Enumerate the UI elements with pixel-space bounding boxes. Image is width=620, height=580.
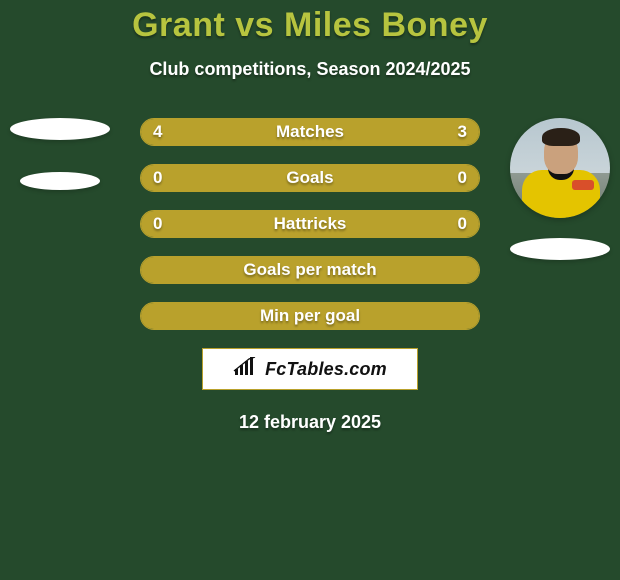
content-area: 4 3 Matches 0 0 Goals 0 0 Hattricks Goals per mat… (0, 118, 620, 433)
player-right-column (500, 118, 620, 260)
stat-value-left: 4 (153, 122, 162, 142)
player-right-avatar (510, 118, 610, 218)
stat-value-right: 0 (458, 168, 467, 188)
stat-row: Goals per match (140, 256, 480, 284)
page-subtitle: Club competitions, Season 2024/2025 (0, 59, 620, 80)
player-left-shadow (20, 172, 100, 190)
footer-date: 12 february 2025 (0, 412, 620, 433)
stat-row: Min per goal (140, 302, 480, 330)
stat-row: 4 3 Matches (140, 118, 480, 146)
player-left-column (0, 118, 120, 190)
stat-label: Min per goal (260, 306, 360, 326)
stat-rows: 4 3 Matches 0 0 Goals 0 0 Hattricks Goals per mat… (140, 118, 480, 330)
player-right-shadow (510, 238, 610, 260)
stat-row: 0 0 Hattricks (140, 210, 480, 238)
stat-fill-right (310, 165, 479, 191)
player-left-avatar-placeholder (10, 118, 110, 140)
brand-box[interactable]: FcTables.com (202, 348, 418, 390)
stat-fill-left (141, 165, 310, 191)
comparison-infographic: Grant vs Miles Boney Club competitions, … (0, 0, 620, 580)
stat-label: Hattricks (274, 214, 347, 234)
stat-label: Goals (286, 168, 333, 188)
stat-value-left: 0 (153, 214, 162, 234)
stat-row: 0 0 Goals (140, 164, 480, 192)
stat-label: Matches (276, 122, 344, 142)
stat-label: Goals per match (243, 260, 376, 280)
page-title: Grant vs Miles Boney (0, 0, 620, 45)
stat-value-right: 3 (458, 122, 467, 142)
brand-text: FcTables.com (265, 359, 387, 380)
bar-chart-icon (233, 357, 259, 382)
stat-value-left: 0 (153, 168, 162, 188)
stat-value-right: 0 (458, 214, 467, 234)
